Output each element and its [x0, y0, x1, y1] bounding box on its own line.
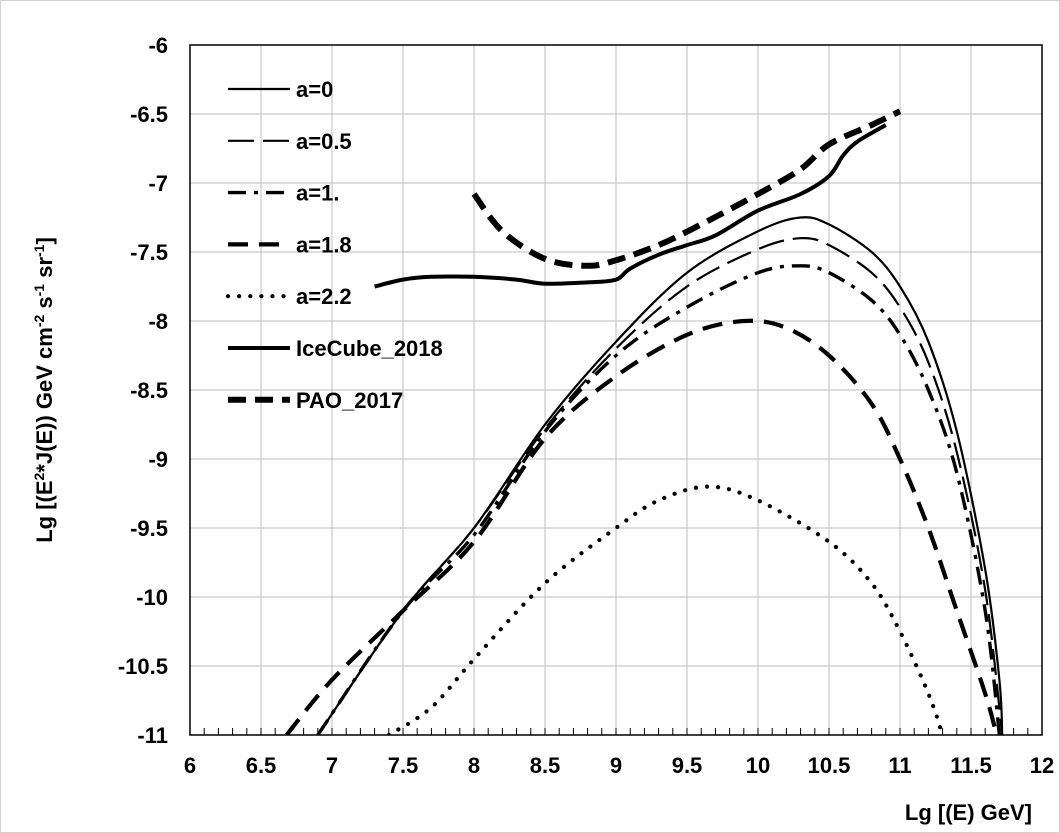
y-axis-title: Lg [(E2*J(E)) GeV cm-2 s-1 sr-1]: [31, 237, 57, 543]
x-tick-label-4: 8: [468, 753, 480, 778]
x-tick-label-7: 9.5: [672, 753, 703, 778]
x-tick-label-12: 12: [1030, 753, 1054, 778]
x-tick-label-2: 7: [326, 753, 338, 778]
y-axis-title-superscript: -1: [31, 284, 47, 297]
y-axis-title-superscript: -1: [31, 244, 47, 257]
x-tick-label-5: 8.5: [530, 753, 561, 778]
series-line-PAO_2017: [471, 108, 902, 269]
x-tick-label-10: 11: [888, 753, 911, 778]
series-line-IceCube_2018: [374, 123, 887, 289]
y-axis-title-superscript: 2: [31, 472, 47, 480]
legend: a=0 a=0.5 a=1. a=1.8 a=2.2 IceCube_2018 PAO_20…: [225, 77, 443, 413]
y-tick-label-4: -8: [148, 309, 168, 334]
x-axis-title: Lg [(E) GeV]: [905, 800, 1032, 825]
y-axis-title-part: sr: [32, 257, 57, 284]
series-line-a=2.2: [386, 484, 945, 735]
y-tick-label-6: -9: [148, 447, 168, 472]
x-tick-label-8: 10: [746, 753, 770, 778]
legend-label-PAO_2017: PAO_2017: [296, 388, 403, 413]
y-tick-label-0: -6: [148, 33, 168, 58]
x-tick-label-3: 7.5: [388, 753, 419, 778]
legend-label-a=0: a=0: [296, 77, 333, 102]
y-tick-label-7: -9.5: [130, 516, 168, 541]
legend-label-a=0.5: a=0.5: [296, 129, 352, 154]
y-tick-label-8: -10: [136, 585, 168, 610]
y-tick-label-1: -6.5: [130, 102, 168, 127]
legend-label-a=1.: a=1.: [296, 181, 339, 206]
x-tick-label-9: 10.5: [808, 753, 851, 778]
y-tick-label-9: -10.5: [118, 654, 168, 679]
series-line-a=0.5: [316, 236, 1004, 735]
y-tick-label-2: -7: [148, 171, 168, 196]
y-tick-label-10: -11: [137, 723, 168, 748]
legend-label-a=1.8: a=1.8: [296, 232, 352, 257]
y-axis-title-part: Lg [(E: [32, 480, 57, 542]
y-axis-title-part: *J(E)) GeV cm: [32, 327, 57, 473]
y-axis-title-superscript: -2: [31, 315, 47, 328]
y-tick-labels: -6 -6.5 -7 -7.5 -8 -8.5 -9 -9.5 -10 -10.5 -11: [118, 33, 168, 748]
series-lines: [284, 108, 1004, 735]
x-tick-label-0: 6: [184, 753, 196, 778]
x-tick-label-11: 11.5: [950, 753, 992, 778]
series-line-a=1.8: [284, 318, 999, 735]
legend-label-a=2.2: a=2.2: [296, 284, 352, 309]
series-line-a=1.: [316, 264, 1002, 735]
x-tick-labels: 6 6.5 7 7.5 8 8.5 9 9.5 10 10.5 11 11.5 12: [184, 753, 1054, 778]
y-axis-title-part: s: [32, 296, 57, 314]
y-tick-label-3: -7.5: [130, 240, 168, 265]
y-axis-title-part: ]: [32, 237, 57, 244]
y-tick-label-5: -8.5: [130, 378, 168, 403]
x-tick-label-1: 6.5: [246, 753, 277, 778]
x-tick-label-6: 9: [610, 753, 622, 778]
legend-label-IceCube_2018: IceCube_2018: [296, 336, 443, 361]
